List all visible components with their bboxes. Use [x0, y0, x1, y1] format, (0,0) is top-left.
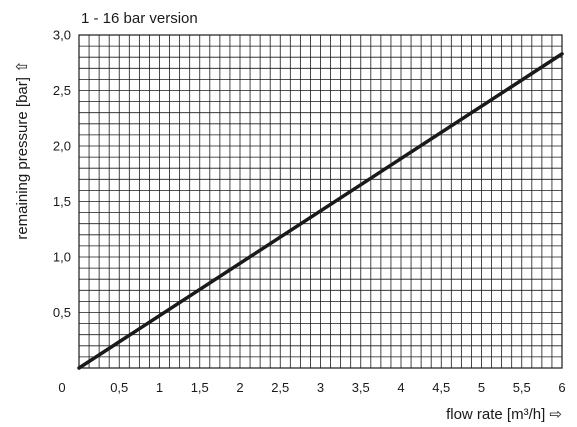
x-axis-label: flow rate [m³/h] ⇨	[446, 406, 562, 423]
x-tick-label: 4,5	[432, 380, 450, 395]
y-tick-label: 2,5	[53, 83, 71, 98]
x-tick-label: 4	[397, 380, 404, 395]
y-tick-labels: 0,5 1,0 1,5 2,0 2,5 3,0	[53, 28, 71, 321]
y-tick-label: 1,5	[53, 194, 71, 209]
y-tick-label: 3,0	[53, 28, 71, 43]
x-tick-label: 1,5	[191, 380, 209, 395]
x-tick-label: 0,5	[110, 380, 128, 395]
x-tick-label: 6	[558, 380, 565, 395]
x-tick-label: 5,5	[513, 380, 531, 395]
y-tick-label: 0,5	[53, 305, 71, 320]
x-tick-label: 3	[317, 380, 324, 395]
x-tick-label: 5	[478, 380, 485, 395]
series-group	[77, 52, 564, 370]
y-axis-label: remaining pressure [bar] ⇧	[14, 60, 31, 239]
y-tick-label: 1,0	[53, 250, 71, 265]
grid	[79, 35, 562, 368]
x-tick-label: 2	[236, 380, 243, 395]
plot-frame	[78, 34, 563, 369]
x-tick-label: 3,5	[352, 380, 370, 395]
x-tick-label: 2,5	[271, 380, 289, 395]
x-tick-label: 1	[156, 380, 163, 395]
x-tick-labels: 0 0,5 1 1,5 2 2,5 3 3,5 4 4,5 5 5,5 6	[58, 380, 565, 395]
chart-title: 1 - 16 bar version	[81, 10, 198, 27]
y-tick-label: 2,0	[53, 139, 71, 154]
series-line	[77, 52, 564, 370]
x-tick-label: 0	[58, 380, 65, 395]
